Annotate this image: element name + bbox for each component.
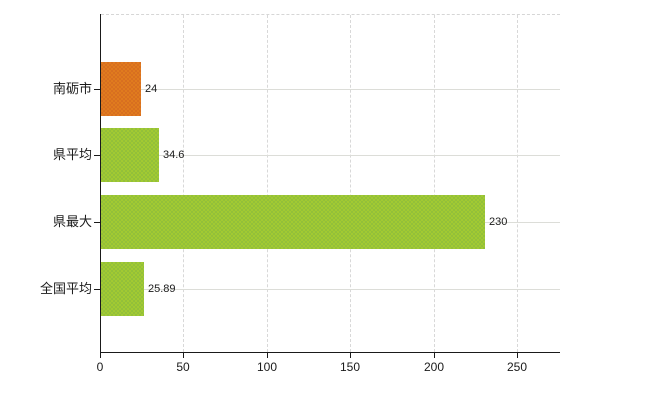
bar [101,62,141,116]
x-tick-mark [100,353,101,358]
category-gridline [101,89,560,90]
category-gridline [101,289,560,290]
x-tick-mark [434,353,435,358]
bar-value-label: 230 [489,216,508,228]
category-label: 南砺市 [52,81,92,96]
vertical-gridline [517,15,518,352]
category-tick-mark [94,155,100,156]
x-tick-label: 200 [423,360,445,374]
y-axis-line [100,14,101,353]
x-tick-label: 100 [256,360,278,374]
category-tick-mark [94,89,100,90]
bar-value-label: 25.89 [148,283,176,295]
plot-top-border [101,14,560,15]
vertical-gridline [350,15,351,352]
category-label: 県最大 [52,214,92,229]
x-tick-label: 150 [339,360,361,374]
x-tick-label: 50 [176,360,190,374]
x-tick-mark [267,353,268,358]
bar [101,128,159,182]
category-gridline [101,155,560,156]
x-tick-mark [183,353,184,358]
x-axis-line [100,352,560,353]
x-tick-label: 0 [96,360,104,374]
bar [101,262,144,316]
category-tick-mark [94,222,100,223]
x-tick-label: 250 [506,360,528,374]
bar-value-label: 24 [145,83,158,95]
vertical-gridline [434,15,435,352]
vertical-gridline [183,15,184,352]
category-tick-mark [94,289,100,290]
category-label: 全国平均 [39,281,92,296]
category-label: 県平均 [52,147,92,162]
x-tick-mark [517,353,518,358]
bar-value-label: 34.6 [163,149,185,161]
bar [101,195,485,249]
vertical-gridline [267,15,268,352]
x-tick-mark [350,353,351,358]
